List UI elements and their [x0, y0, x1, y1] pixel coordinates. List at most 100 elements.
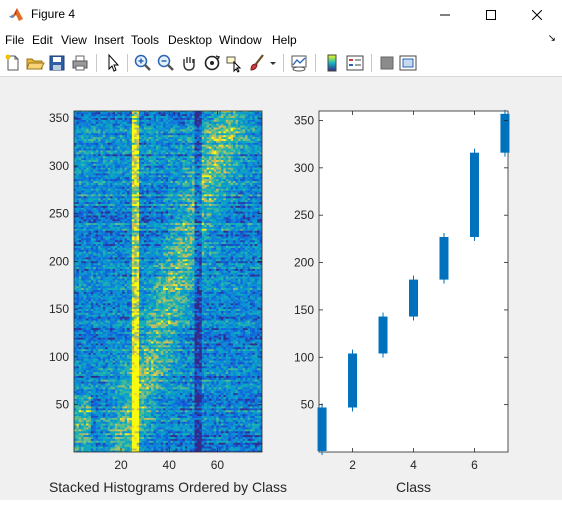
- heatmap-cell: [240, 366, 244, 369]
- legend-icon[interactable]: [345, 53, 365, 73]
- heatmap-cell: [163, 352, 166, 355]
- heatmap-cell: [86, 350, 89, 353]
- heatmap-cell: [74, 394, 77, 397]
- heatmap-cell: [141, 381, 145, 384]
- save-icon[interactable]: [47, 53, 67, 73]
- heatmap-cell: [95, 385, 99, 388]
- heatmap-cell: [189, 333, 193, 336]
- print-icon[interactable]: [70, 53, 90, 73]
- menu-edit[interactable]: Edit: [32, 33, 53, 47]
- heatmap-cell: [74, 373, 77, 376]
- heatmap-cell: [153, 339, 157, 342]
- heatmap-cell: [192, 448, 195, 451]
- new-figure-icon[interactable]: [3, 53, 23, 73]
- heatmap-cell: [136, 429, 140, 432]
- heatmap-cell: [172, 388, 176, 392]
- heatmap-cell: [148, 360, 152, 363]
- heatmap-cell: [151, 415, 154, 418]
- heatmap-cell: [221, 411, 224, 415]
- heatmap-cell: [160, 427, 164, 430]
- dock-arrow-icon[interactable]: ↘: [547, 33, 556, 44]
- heatmap-cell: [252, 339, 256, 342]
- heatmap-cell: [127, 417, 130, 420]
- menu-file[interactable]: File: [5, 33, 25, 47]
- colorbar-icon[interactable]: [322, 53, 342, 73]
- heatmap-cell: [143, 331, 147, 334]
- heatmap-cell: [155, 402, 159, 405]
- heatmap-cell: [168, 400, 171, 403]
- heatmap-cell: [182, 411, 186, 415]
- heatmap-cell: [228, 438, 231, 441]
- heatmap-cell: [93, 345, 96, 348]
- heatmap-cell: [122, 402, 125, 405]
- heatmap-cell: [172, 352, 176, 355]
- heatmap-cell: [192, 409, 195, 413]
- heatmap-cell: [95, 423, 99, 426]
- heatmap-cell: [155, 341, 159, 344]
- brush-dropdown-icon[interactable]: [268, 53, 278, 73]
- heatmap-cell: [114, 339, 118, 342]
- heatmap-cell: [249, 430, 253, 434]
- heatmap-cell: [194, 341, 198, 344]
- heatmap-cell: [146, 367, 150, 371]
- heatmap-cell: [86, 331, 89, 334]
- heatmap-cell: [88, 442, 92, 445]
- heatmap-cell: [175, 381, 178, 384]
- heatmap-cell: [182, 398, 186, 401]
- brush-icon[interactable]: [247, 53, 267, 73]
- heatmap-cell: [175, 390, 178, 394]
- heatmap-cell: [242, 448, 246, 451]
- pan-hand-icon[interactable]: [179, 53, 199, 73]
- rotate-3d-icon[interactable]: [202, 53, 222, 73]
- menu-view[interactable]: View: [61, 33, 87, 47]
- menu-window[interactable]: Window: [219, 33, 262, 47]
- heatmap-cell: [124, 450, 128, 452]
- heatmap-cell: [175, 450, 178, 452]
- link-plot-icon[interactable]: [289, 53, 309, 73]
- heatmap-cell: [119, 429, 123, 432]
- heatmap-cell: [240, 354, 244, 357]
- heatmap-cell: [95, 450, 99, 452]
- heatmap-cell: [112, 406, 116, 409]
- zoom-in-icon[interactable]: [133, 53, 153, 73]
- heatmap-cell: [228, 387, 231, 390]
- heatmap-cell: [184, 409, 188, 413]
- heatmap-cell: [168, 358, 171, 361]
- heatmap-cell: [95, 446, 99, 449]
- heatmap-cell: [93, 331, 96, 334]
- heatmap-cell: [182, 430, 186, 434]
- heatmap-cell: [95, 331, 99, 334]
- heatmap-cell: [216, 387, 219, 390]
- heatmap-cell: [102, 369, 106, 373]
- heatmap-cell: [218, 360, 222, 363]
- heatmap-cell: [225, 392, 229, 395]
- heatmap-cell: [182, 402, 186, 405]
- heatmap-cell: [139, 352, 142, 355]
- heatmap-cell: [119, 419, 123, 422]
- menu-insert[interactable]: Insert: [94, 33, 125, 47]
- heatmap-cell: [233, 348, 236, 352]
- maximize-button[interactable]: [468, 0, 514, 30]
- open-file-icon[interactable]: [25, 53, 45, 73]
- heatmap-cell: [245, 367, 248, 371]
- pointer-arrow-icon[interactable]: [103, 53, 123, 73]
- heatmap-cell: [228, 360, 231, 363]
- menu-tools[interactable]: Tools: [131, 33, 160, 47]
- heatmap-cell: [148, 377, 152, 380]
- heatmap-cell: [180, 400, 183, 403]
- heatmap-cell: [98, 427, 101, 430]
- minimize-button[interactable]: [422, 0, 468, 30]
- heatmap-cell: [122, 406, 125, 409]
- menu-desktop[interactable]: Desktop: [168, 33, 213, 47]
- data-cursor-icon[interactable]: [225, 53, 245, 73]
- zoom-out-icon[interactable]: [156, 53, 176, 73]
- heatmap-cell: [110, 348, 113, 352]
- show-plot-tools-icon[interactable]: [398, 53, 418, 73]
- menu-help[interactable]: Help: [272, 33, 297, 47]
- heatmap-cell: [131, 360, 135, 363]
- heatmap-cell: [76, 408, 80, 411]
- heatmap-cell: [194, 432, 198, 436]
- close-button[interactable]: [514, 0, 560, 30]
- hide-plot-tools-icon[interactable]: [377, 53, 397, 73]
